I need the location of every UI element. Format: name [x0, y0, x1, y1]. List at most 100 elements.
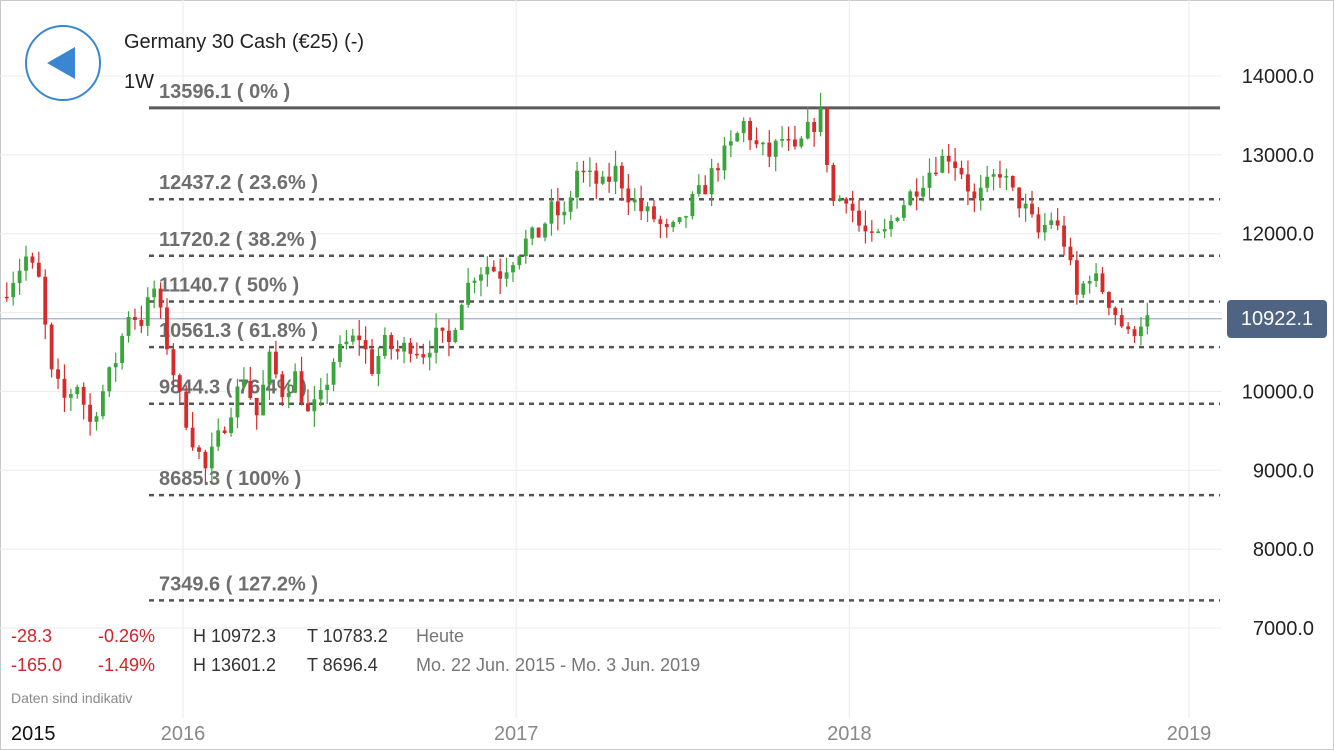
candle-body [479, 274, 483, 281]
candle [165, 298, 169, 355]
candle [1145, 302, 1150, 335]
range-change: -165.0 [11, 655, 63, 675]
candle-body [985, 176, 990, 188]
candle [613, 150, 618, 195]
candle [857, 199, 861, 232]
candle [786, 126, 791, 151]
candle-body [760, 142, 765, 145]
candle-body [933, 172, 938, 175]
candle-body [414, 353, 419, 356]
candle [459, 303, 464, 331]
candle [555, 187, 560, 231]
candle [248, 366, 253, 400]
candle [113, 352, 118, 382]
range-low: T 8696.4 [307, 655, 378, 675]
candle-body [88, 404, 93, 422]
candle-body [536, 227, 541, 238]
candle [491, 260, 496, 273]
candle [1081, 280, 1086, 299]
candle [466, 267, 471, 308]
candle-body [652, 206, 656, 220]
candle [543, 222, 547, 242]
candle [261, 370, 266, 416]
candle [370, 339, 374, 377]
candle-body [382, 334, 387, 356]
y-tick-label: 14000.0 [1242, 66, 1314, 88]
candle [299, 356, 304, 406]
candle [831, 162, 836, 207]
candle [479, 267, 483, 297]
candle [421, 343, 426, 365]
candle [306, 389, 310, 412]
timeframe-label[interactable]: 1W [124, 71, 154, 93]
candle [876, 228, 881, 234]
candle-body [799, 138, 804, 147]
fib-level: 9844.3 ( 76.4% ) [149, 377, 1220, 405]
candle-body [421, 354, 426, 358]
candle-body [485, 266, 490, 275]
candle-body [812, 122, 817, 132]
candle [293, 363, 298, 394]
candle [799, 136, 804, 149]
candle [1030, 190, 1034, 218]
range-change-pct: -1.49% [98, 655, 156, 675]
candle [56, 358, 60, 389]
candle-body [68, 394, 73, 398]
candle [664, 218, 669, 238]
candle-body [1036, 214, 1041, 233]
candle [1126, 322, 1131, 335]
candle-body [408, 342, 413, 354]
candle-body [645, 206, 650, 212]
candle [440, 327, 445, 343]
candle [318, 377, 323, 406]
candle [498, 258, 503, 295]
instrument-title: Germany 30 Cash (€25) (-) [124, 31, 365, 53]
y-tick-label: 7000.0 [1253, 618, 1314, 640]
candle-body [908, 191, 913, 206]
candle [844, 197, 849, 214]
candle-body [427, 352, 432, 358]
candle-body [671, 222, 676, 228]
candle-body [1100, 273, 1105, 293]
candle-body [126, 317, 131, 336]
candle [350, 328, 355, 345]
candle-body [338, 344, 342, 362]
candle [748, 117, 752, 151]
candle [453, 327, 458, 344]
candle-body [914, 191, 919, 197]
candle-body [75, 386, 80, 395]
candle-body [165, 307, 169, 350]
candle [754, 127, 759, 149]
candle [94, 411, 99, 431]
candle-body [882, 229, 887, 232]
candle [331, 358, 336, 392]
candle-body [56, 369, 60, 379]
candle [1119, 307, 1124, 328]
candle-body [946, 155, 951, 162]
fib-label: 13596.1 ( 0% ) [159, 81, 290, 103]
candle [966, 160, 970, 206]
fib-level: 8685.3 ( 100% ) [149, 468, 1220, 497]
candle-body [1106, 292, 1111, 308]
candle [133, 308, 137, 330]
back-button[interactable] [25, 25, 101, 101]
candle [209, 432, 214, 483]
candle-body [773, 140, 778, 157]
candle-body [690, 194, 695, 217]
candle [607, 162, 612, 193]
candle-body [466, 282, 471, 305]
candle [523, 229, 528, 264]
candle-body [837, 198, 842, 201]
candle-body [350, 335, 355, 342]
candle [549, 189, 554, 236]
candle-body [696, 185, 701, 195]
candle [863, 210, 868, 244]
candle [36, 251, 41, 278]
candle-body [306, 403, 310, 412]
fibonacci-levels: 13596.1 ( 0% ) 12437.2 ( 23.6% ) 11720.2 (… [0, 81, 1222, 602]
x-tick-label: 2016 [161, 723, 206, 745]
candle-body [120, 335, 125, 364]
candle [344, 330, 349, 350]
candle [735, 131, 740, 142]
